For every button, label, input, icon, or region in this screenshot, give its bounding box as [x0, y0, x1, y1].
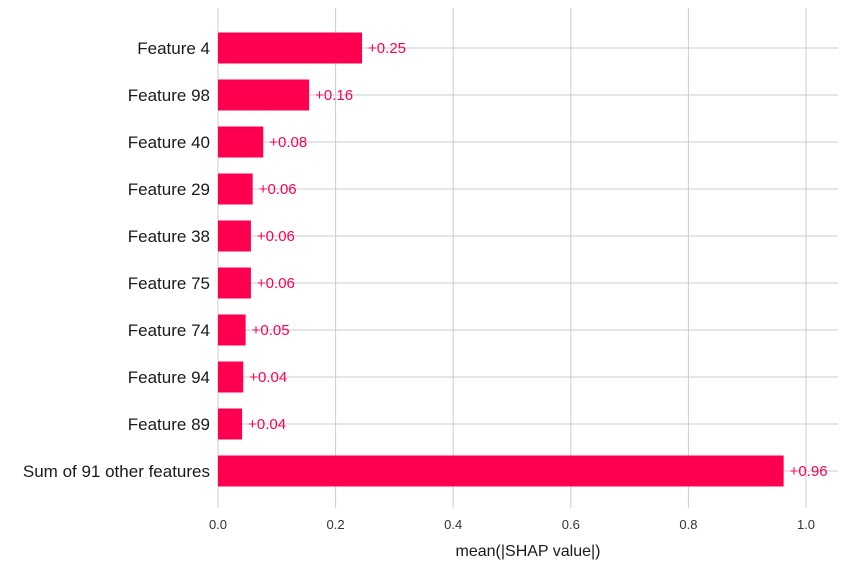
category-label: Feature 40	[128, 133, 210, 152]
bar	[218, 408, 243, 440]
x-tick-label: 0.2	[327, 517, 345, 532]
category-label: Feature 74	[128, 321, 210, 340]
x-axis-title: mean(|SHAP value|)	[456, 543, 601, 560]
data-label: +0.08	[269, 134, 307, 151]
category-label: Feature 38	[128, 227, 210, 246]
x-tick-label: 0.6	[562, 517, 580, 532]
bar	[218, 455, 784, 487]
bar	[218, 267, 251, 299]
category-labels: Feature 4 Feature 98 Feature 40 Feature 29 F…	[23, 39, 210, 481]
data-label: +0.16	[315, 87, 353, 104]
grid-layer	[217, 8, 838, 508]
bar	[218, 361, 244, 393]
data-label: +0.04	[248, 416, 286, 433]
x-tick-labels: 0.0 0.2 0.4 0.6 0.8 1.0	[209, 517, 815, 532]
category-label: Feature 89	[128, 415, 210, 434]
x-tick-label: 0.4	[444, 517, 462, 532]
data-label: +0.06	[257, 228, 295, 245]
x-tick-label: 0.8	[679, 517, 697, 532]
bar	[218, 32, 363, 64]
data-label: +0.96	[790, 463, 828, 480]
bar	[218, 220, 251, 252]
category-label: Feature 94	[128, 368, 210, 387]
data-label: +0.06	[257, 275, 295, 292]
bar	[218, 173, 253, 205]
category-label: Sum of 91 other features	[23, 462, 210, 481]
data-label: +0.25	[368, 40, 406, 57]
bar	[218, 314, 246, 346]
labels-layer: +0.25 +0.16 +0.08 +0.06 +0.06 +0.06 +0.05 +0.04…	[248, 40, 828, 480]
bars-layer	[218, 32, 784, 487]
category-label: Feature 4	[137, 39, 210, 58]
bar	[218, 126, 264, 158]
category-label: Feature 75	[128, 274, 210, 293]
data-label: +0.06	[259, 181, 297, 198]
x-tick-label: 1.0	[797, 517, 815, 532]
bar	[218, 79, 310, 111]
category-label: Feature 29	[128, 180, 210, 199]
x-tick-label: 0.0	[209, 517, 227, 532]
data-label: +0.05	[252, 322, 290, 339]
category-label: Feature 98	[128, 86, 210, 105]
data-label: +0.04	[249, 369, 287, 386]
